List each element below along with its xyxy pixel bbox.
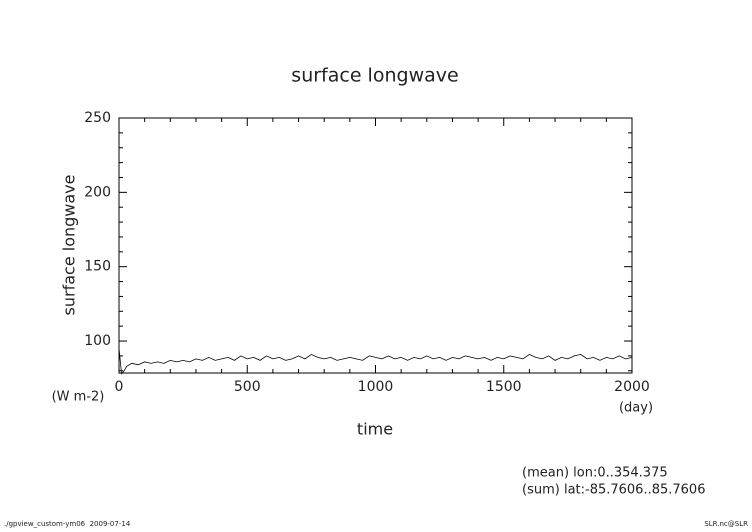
chart-title: surface longwave [291, 65, 458, 87]
y-tick-label: 250 [84, 110, 111, 126]
y-axis-unit: (W m-2) [52, 390, 105, 405]
x-tick-label: 500 [234, 379, 261, 395]
footer: ./gpview_custom-ym06 2009-07-14 [4, 520, 131, 528]
x-tick-label: 2000 [614, 379, 650, 395]
annotation: (mean) lon:0..354.375 [522, 466, 668, 481]
x-tick-label: 0 [115, 379, 124, 395]
x-tick-label: 1000 [358, 379, 394, 395]
x-tick-label: 1500 [486, 379, 522, 395]
y-axis-label: surface longwave [60, 175, 79, 316]
annotation: (sum) lat:-85.7606..85.7606 [522, 483, 705, 498]
y-tick-label: 150 [84, 259, 111, 275]
data-line [118, 348, 633, 375]
y-tick-label: 100 [84, 333, 111, 349]
y-tick-label: 200 [84, 184, 111, 200]
footer: SLR.nc@SLR [704, 520, 748, 528]
x-axis-label: time [357, 420, 393, 439]
x-axis-unit: (day) [619, 401, 653, 416]
